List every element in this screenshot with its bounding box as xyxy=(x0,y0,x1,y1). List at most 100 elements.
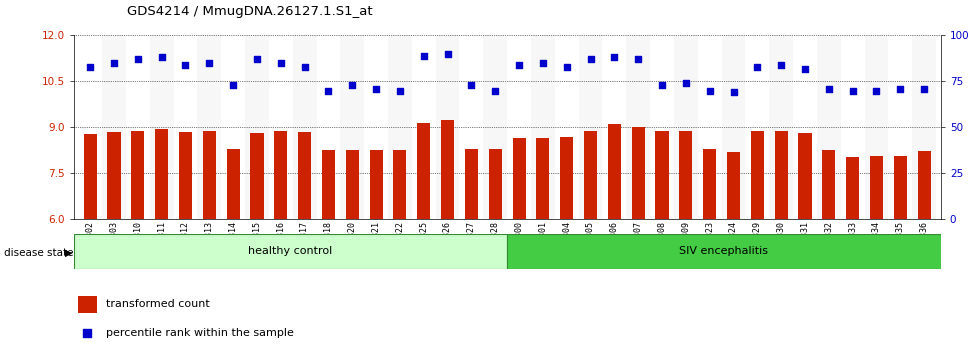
Point xyxy=(797,66,812,72)
Bar xyxy=(203,131,216,219)
Bar xyxy=(226,149,240,219)
Bar xyxy=(656,131,668,219)
Point xyxy=(559,64,574,69)
Point xyxy=(512,62,527,68)
Bar xyxy=(441,120,454,219)
Bar xyxy=(489,149,502,219)
Bar xyxy=(417,123,430,219)
Bar xyxy=(298,132,312,219)
Bar xyxy=(584,131,597,219)
Bar xyxy=(393,150,407,219)
Bar xyxy=(578,35,603,219)
Point xyxy=(320,88,336,93)
Point xyxy=(82,64,98,69)
Point xyxy=(893,86,908,92)
Point xyxy=(368,86,384,92)
Bar xyxy=(245,35,269,219)
Bar xyxy=(822,150,835,219)
Bar xyxy=(436,35,460,219)
Point xyxy=(535,60,551,66)
Point xyxy=(416,53,431,58)
Text: disease state: disease state xyxy=(4,248,74,258)
Bar xyxy=(74,234,508,269)
Point xyxy=(583,57,599,62)
Bar xyxy=(632,127,645,219)
Bar xyxy=(131,131,144,219)
Bar xyxy=(150,35,173,219)
Bar xyxy=(608,124,621,219)
Bar xyxy=(465,149,478,219)
Bar xyxy=(346,150,359,219)
Bar xyxy=(197,35,221,219)
Bar xyxy=(102,35,125,219)
Point xyxy=(464,82,479,88)
Bar xyxy=(769,35,793,219)
Point xyxy=(344,82,360,88)
Bar xyxy=(864,35,889,219)
Point xyxy=(79,330,95,336)
Bar xyxy=(321,150,335,219)
Point xyxy=(630,57,646,62)
Bar xyxy=(483,35,508,219)
Point xyxy=(607,55,622,60)
Bar xyxy=(917,152,931,219)
Point xyxy=(773,62,789,68)
Bar xyxy=(508,234,941,269)
Point xyxy=(678,80,694,86)
Point xyxy=(154,55,170,60)
Point xyxy=(916,86,932,92)
Text: SIV encephalitis: SIV encephalitis xyxy=(679,246,768,256)
Bar xyxy=(846,156,859,219)
Point xyxy=(868,88,884,93)
Bar xyxy=(251,133,264,219)
Point xyxy=(821,86,837,92)
Bar xyxy=(536,138,550,219)
Point xyxy=(845,88,860,93)
Bar xyxy=(703,149,716,219)
Text: percentile rank within the sample: percentile rank within the sample xyxy=(107,328,294,338)
Point xyxy=(177,62,193,68)
Bar xyxy=(155,129,169,219)
Text: healthy control: healthy control xyxy=(248,246,332,256)
Bar xyxy=(77,296,97,313)
Bar xyxy=(774,131,788,219)
Bar xyxy=(912,35,936,219)
Point xyxy=(440,51,456,57)
Point xyxy=(202,60,218,66)
Bar xyxy=(369,150,382,219)
Text: transformed count: transformed count xyxy=(107,299,210,309)
Bar xyxy=(293,35,317,219)
Point xyxy=(392,88,408,93)
Point xyxy=(655,82,670,88)
Point xyxy=(106,60,122,66)
Bar xyxy=(179,132,192,219)
Bar xyxy=(513,138,525,219)
Bar xyxy=(531,35,555,219)
Bar xyxy=(679,131,693,219)
Point xyxy=(249,57,265,62)
Point xyxy=(297,64,313,69)
Point xyxy=(130,57,146,62)
Point xyxy=(702,88,717,93)
Point xyxy=(273,60,289,66)
Bar xyxy=(340,35,365,219)
Point xyxy=(487,88,503,93)
Bar xyxy=(388,35,412,219)
Bar xyxy=(727,152,740,219)
Bar xyxy=(817,35,841,219)
Text: ▶: ▶ xyxy=(65,248,73,258)
Bar xyxy=(108,132,121,219)
Bar xyxy=(751,131,763,219)
Bar xyxy=(721,35,746,219)
Bar xyxy=(626,35,650,219)
Bar xyxy=(894,156,906,219)
Bar xyxy=(674,35,698,219)
Bar xyxy=(799,133,811,219)
Bar xyxy=(561,137,573,219)
Bar xyxy=(870,156,883,219)
Bar xyxy=(274,131,287,219)
Point xyxy=(725,90,741,95)
Point xyxy=(225,82,241,88)
Point xyxy=(750,64,765,69)
Text: GDS4214 / MmugDNA.26127.1.S1_at: GDS4214 / MmugDNA.26127.1.S1_at xyxy=(127,5,373,18)
